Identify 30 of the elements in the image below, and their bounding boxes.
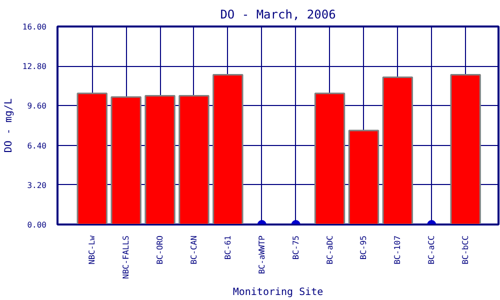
bar bbox=[314, 92, 346, 224]
x-tick-label: BC-aDC bbox=[325, 235, 334, 264]
y-tick-label: 3.20 bbox=[27, 180, 47, 190]
bar bbox=[76, 92, 108, 224]
x-tick-label: BC-aWWTP bbox=[257, 235, 266, 274]
bar bbox=[110, 96, 142, 224]
bar bbox=[450, 74, 481, 224]
bar bbox=[348, 130, 380, 224]
y-tick-label: 0.00 bbox=[27, 220, 47, 230]
x-tick-label: BC-bCC bbox=[461, 235, 470, 264]
chart-title: DO - March, 2006 bbox=[220, 8, 336, 22]
y-axis-title: DO - mg/L bbox=[3, 98, 14, 153]
x-tick-label: NBC-Lw bbox=[88, 235, 97, 264]
bar bbox=[144, 95, 176, 224]
x-tick-label: NBC-FALLS bbox=[122, 235, 131, 279]
x-tick-label: BC-107 bbox=[393, 235, 402, 264]
x-tick-label: BC-75 bbox=[291, 235, 300, 260]
bar bbox=[212, 74, 244, 224]
x-axis-title: Monitoring Site bbox=[232, 286, 324, 298]
y-tick-label: 16.00 bbox=[22, 22, 47, 32]
y-tick-label: 9.60 bbox=[27, 102, 47, 111]
x-tick-label: BC-95 bbox=[359, 235, 368, 260]
y-tick-label: 6.40 bbox=[27, 141, 47, 150]
bar bbox=[382, 76, 414, 224]
x-tick-label: BC-61 bbox=[223, 235, 232, 260]
bar bbox=[178, 95, 210, 224]
x-tick-label: BC-aCC bbox=[427, 235, 436, 264]
x-tick-label: BC-CAN bbox=[189, 235, 198, 264]
x-tick-label: BC-ORO bbox=[156, 235, 165, 264]
y-tick-label: 12.80 bbox=[22, 62, 47, 72]
